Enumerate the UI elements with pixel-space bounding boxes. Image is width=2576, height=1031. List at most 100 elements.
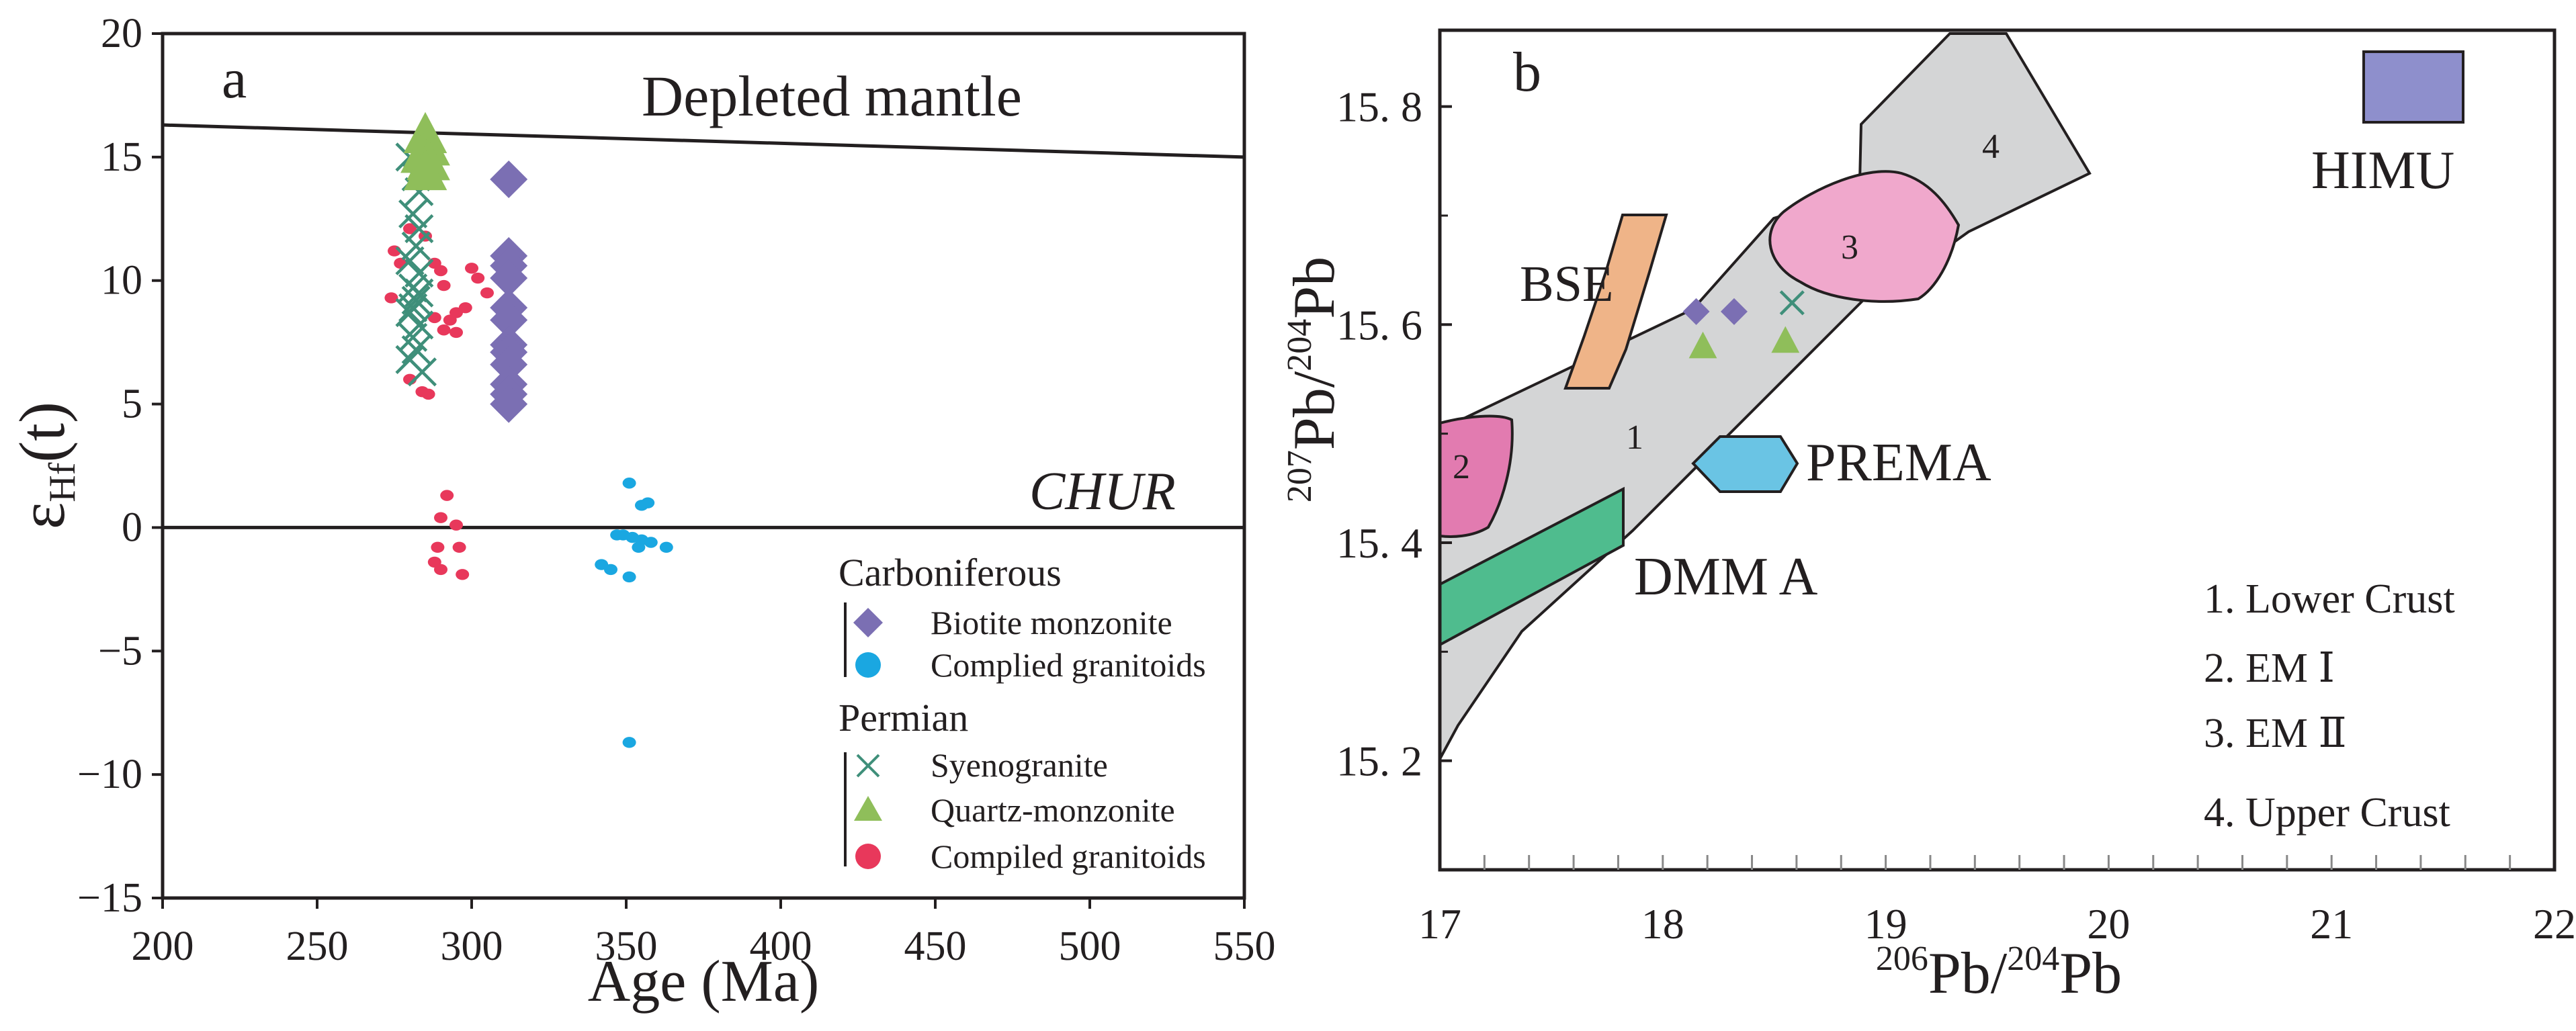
point-biotite-monzonite: [490, 259, 528, 298]
panel-b-points: [1682, 290, 1805, 359]
point-complied-granitoids: [659, 541, 673, 553]
field-label-prema: PREMA: [1806, 433, 1991, 492]
point-biotite-monzonite: [1682, 298, 1710, 325]
legend-marker-syenogranite: [856, 754, 880, 778]
x-tick-label: 300: [441, 924, 503, 969]
point-syenogranite: [398, 199, 428, 229]
point-compiled-granitoids: [471, 272, 485, 284]
y-title-t: (t): [6, 402, 78, 463]
x-tick-label: 450: [904, 924, 967, 969]
panel-a-legend: Carboniferous Biotite monzonite Complied…: [839, 551, 1206, 875]
legend-label-compiled-granitoids: Compiled granitoids: [931, 838, 1206, 875]
y-title-sup2: 204: [1281, 319, 1319, 371]
point-biotite-monzonite: [490, 385, 528, 423]
field-em2: [1768, 170, 1961, 303]
point-compiled-granitoids: [434, 265, 447, 277]
point-compiled-granitoids: [421, 388, 435, 400]
y-title-epsilon: ε: [6, 502, 78, 529]
panel-b-x-axis: 17 18 19 20 21 22: [1418, 855, 2576, 948]
x-tick-label: 17: [1418, 900, 1461, 948]
panel-a-label: a: [222, 48, 247, 110]
x-tick-label: 500: [1059, 924, 1121, 969]
field-label-4: 4: [1982, 128, 2000, 166]
point-compiled-granitoids: [434, 564, 447, 576]
x-tick-label: 21: [2310, 900, 2353, 948]
y-tick-label: 0: [122, 504, 142, 550]
key-upper-crust: 4. Upper Crust: [2204, 790, 2450, 836]
field-label-himu: HIMU: [2311, 141, 2454, 200]
point-compiled-granitoids: [434, 512, 447, 523]
point-biotite-monzonite: [490, 160, 528, 198]
x-title-end: Pb: [2059, 941, 2122, 1006]
point-complied-granitoids: [644, 537, 658, 548]
point-quartz-monzonite: [1771, 326, 1800, 353]
legend-marker-biotite-monzonite: [853, 608, 883, 637]
field-label-dmma: DMM A: [1634, 547, 1818, 607]
legend-label-biotite-monzonite: Biotite monzonite: [931, 604, 1172, 641]
point-syenogranite: [401, 231, 431, 261]
field-label-bse: BSE: [1520, 256, 1613, 312]
field-bse: [1563, 214, 1668, 390]
point-quartz-monzonite: [1688, 331, 1717, 359]
depleted-mantle-label: Depleted mantle: [642, 64, 1022, 128]
x-tick-label: 18: [1641, 900, 1684, 948]
y-tick-label: 15. 6: [1336, 301, 1422, 349]
point-syenogranite: [398, 293, 428, 322]
y-tick-label: 15: [101, 134, 142, 180]
key-em2: 3. EM Ⅱ: [2204, 711, 2347, 756]
legend-marker-quartz-monzonite: [854, 796, 882, 821]
key-em1: 2. EM Ⅰ: [2204, 645, 2335, 691]
y-tick-label: 20: [101, 11, 142, 56]
y-tick-label: 5: [122, 382, 142, 427]
key-lower-crust: 1. Lower Crust: [2204, 576, 2455, 622]
point-syenogranite: [404, 214, 434, 244]
x-title-sup2: 204: [2007, 940, 2059, 978]
x-title-sup1: 206: [1876, 940, 1928, 978]
point-complied-granitoids: [610, 529, 624, 541]
legend-label-quartz-monzonite: Quartz-monzonite: [931, 791, 1175, 829]
panel-a-x-title: Age (Ma): [588, 949, 820, 1014]
point-biotite-monzonite: [490, 301, 528, 339]
point-compiled-granitoids: [437, 324, 451, 336]
field-em1: [1439, 414, 1514, 538]
panel-a-y-axis: −15 −10 −5 0 5 10 15 20: [77, 11, 163, 921]
point-compiled-granitoids: [480, 287, 494, 299]
field-prema: [1691, 435, 1799, 493]
x-tick-label: 550: [1213, 924, 1276, 969]
panel-b-x-title: 206Pb/204Pb: [1876, 940, 2122, 1006]
field-label-3: 3: [1841, 228, 1858, 267]
field-label-2: 2: [1453, 448, 1470, 486]
x-tick-label: 250: [286, 924, 349, 969]
panel-b-label: b: [1513, 41, 1541, 103]
legend-marker-compiled-granitoids: [855, 844, 881, 869]
point-syenogranite: [404, 278, 434, 308]
point-syenogranite: [395, 246, 425, 275]
point-complied-granitoids: [622, 737, 636, 748]
x-tick-label: 20: [2087, 900, 2130, 948]
x-tick-label: 200: [132, 924, 194, 969]
point-compiled-granitoids: [431, 541, 445, 553]
panel-a: a −15 −10 −5 0 5 10 15 20 200 250 300 350 400 450 500…: [6, 11, 1276, 1014]
panel-b-y-title: 207Pb/204Pb: [1281, 257, 1347, 502]
x-tick-label: 400: [750, 924, 812, 969]
point-complied-granitoids: [632, 541, 646, 553]
panel-a-x-axis: 200 250 300 350 400 450 500 550: [132, 898, 1276, 969]
point-complied-granitoids: [604, 564, 617, 576]
field-label-1: 1: [1626, 418, 1643, 457]
y-title-end: Pb: [1282, 257, 1347, 319]
point-compiled-granitoids: [437, 279, 451, 292]
y-tick-label: −15: [77, 875, 142, 921]
field-himu: [2362, 50, 2464, 124]
point-biotite-monzonite: [490, 345, 528, 384]
point-compiled-granitoids: [465, 263, 478, 274]
x-tick-label: 22: [2533, 900, 2576, 948]
panel-b-frame: [1438, 28, 2557, 872]
legend-label-complied-granitoids: Complied granitoids: [931, 646, 1206, 684]
point-complied-granitoids: [635, 500, 648, 511]
legend-group-carboniferous: Carboniferous: [839, 551, 1062, 594]
x-tick-label: 350: [595, 924, 658, 969]
panel-a-y-title: εHf(t): [6, 402, 83, 529]
point-compiled-granitoids: [384, 292, 398, 304]
